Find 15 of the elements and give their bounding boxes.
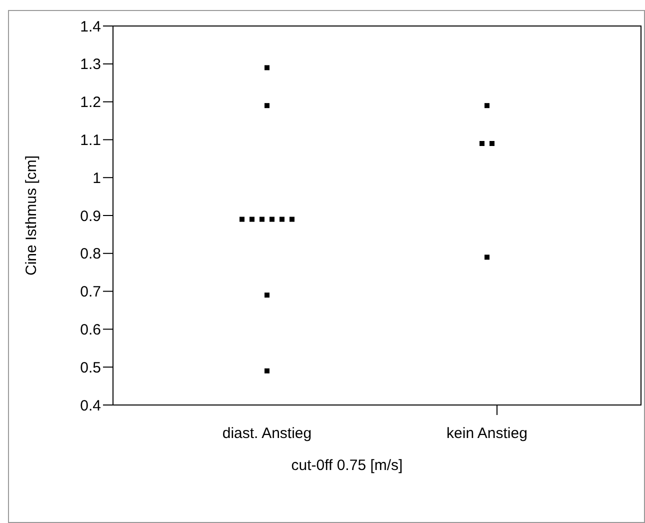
y-tick-label: 1.4: [80, 18, 101, 36]
x-axis-title: cut-0ff 0.75 [m/s]: [291, 457, 403, 474]
y-tick-label: 1.2: [80, 94, 101, 112]
y-tick-label: 0.9: [80, 208, 101, 225]
y-axis-title: Cine Isthmus [cm]: [23, 155, 40, 276]
y-tick-label: 0.8: [80, 246, 101, 263]
y-tick-label: 0.7: [80, 284, 101, 301]
y-tick-label: 1: [92, 170, 101, 187]
x-tick-label: kein Anstieg: [446, 425, 528, 442]
y-tick-label: 0.4: [80, 397, 101, 414]
y-tick-label: 1.1: [80, 132, 101, 149]
y-tick-label: 0.5: [80, 359, 101, 376]
y-tick-label: 1.3: [80, 56, 101, 74]
x-tick-label: diast. Anstieg: [222, 425, 312, 442]
y-tick-label: 0.6: [80, 321, 101, 338]
